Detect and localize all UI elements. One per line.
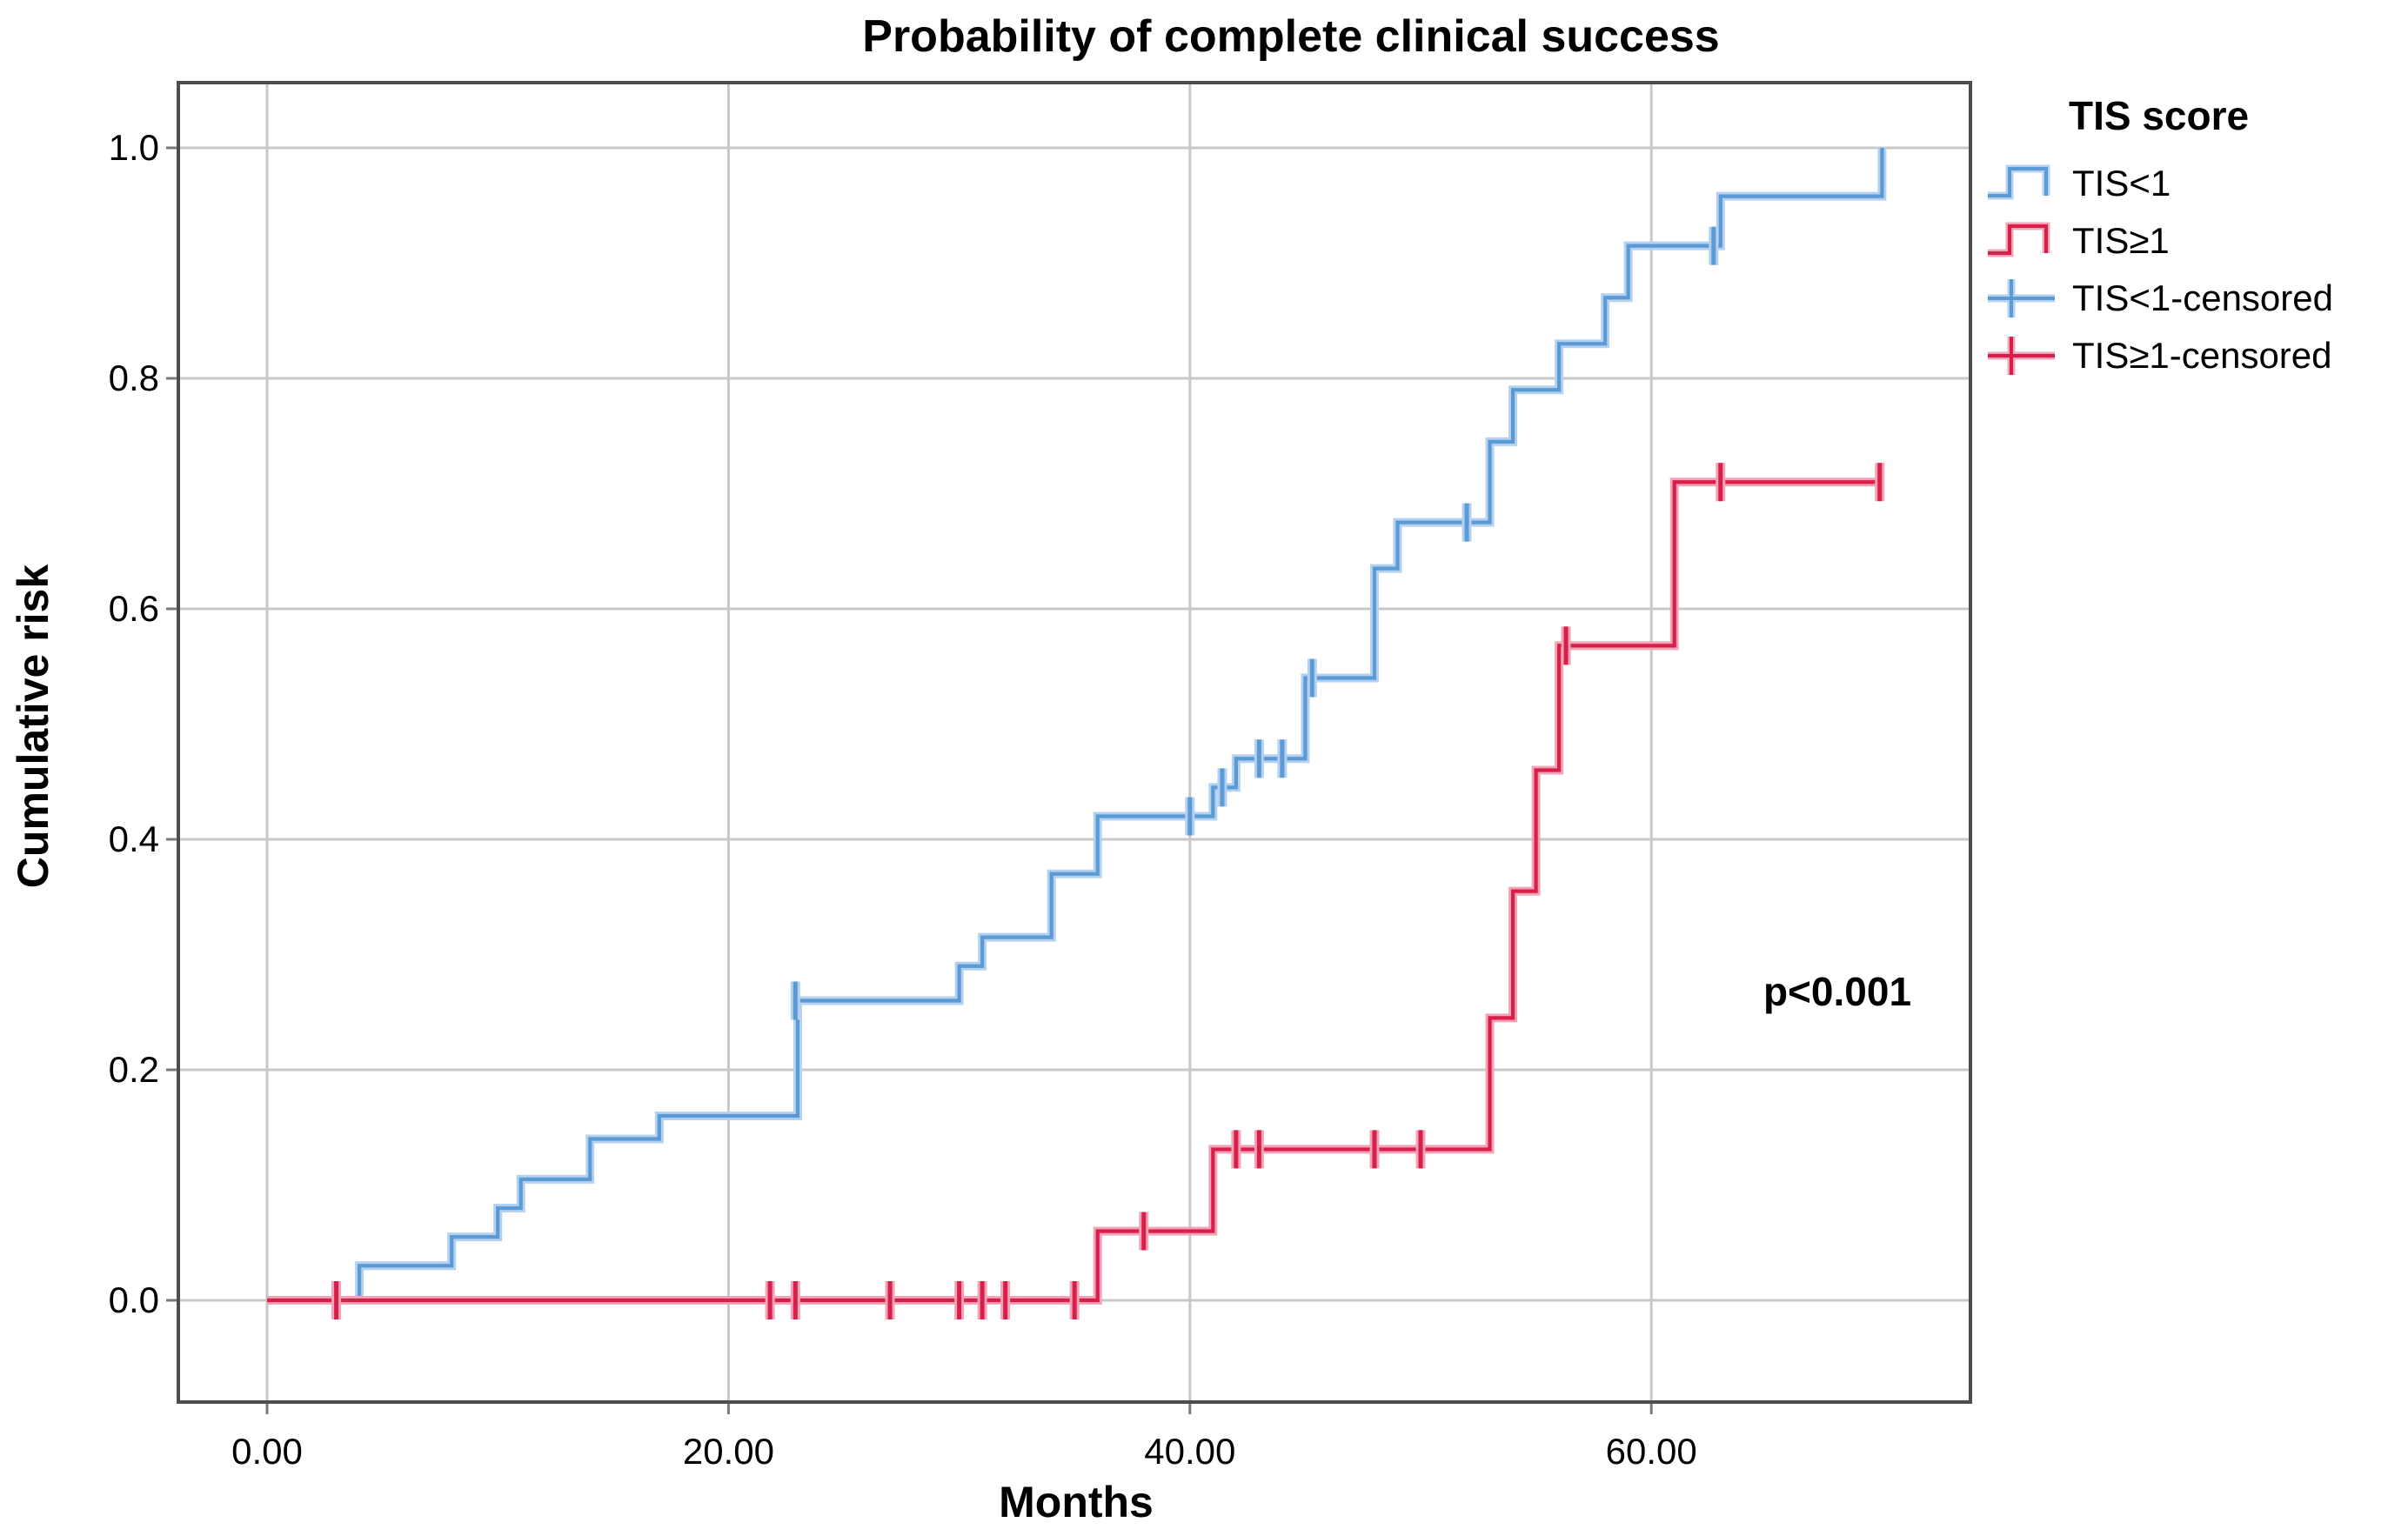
chart-title: Probability of complete clinical success xyxy=(862,11,1720,62)
censored-marker-swatch-blue-icon xyxy=(1988,279,2055,317)
step-line-swatch-blue-icon xyxy=(1988,164,2050,200)
censored-marker-swatch-red-icon xyxy=(1988,337,2055,375)
p-value-annotation: p<0.001 xyxy=(1763,969,1912,1014)
plot-area xyxy=(166,81,1972,1414)
legend: TIS score TIS<1 TIS≥1 TIS<1-censored xyxy=(1985,92,2408,384)
x-tick-label: 20.00 xyxy=(682,1431,774,1472)
series-line-TIS≥1 xyxy=(267,480,1883,1303)
y-tick-label: 0.2 xyxy=(108,1049,159,1090)
plot-frame xyxy=(177,81,1972,1404)
legend-label: TIS≥1-censored xyxy=(2072,335,2332,376)
legend-item-tis-lt1: TIS<1 xyxy=(1985,155,2408,212)
y-tick-label: 0.4 xyxy=(108,818,159,859)
x-axis-label: Months xyxy=(999,1478,1154,1526)
x-tick-label: 40.00 xyxy=(1144,1431,1236,1472)
y-tick-label: 0.8 xyxy=(108,357,159,398)
km-step-chart xyxy=(166,81,1972,1414)
series-line-TIS<1 xyxy=(267,148,1884,1303)
legend-label: TIS<1 xyxy=(2072,163,2171,204)
legend-item-tis-lt1-censored: TIS<1-censored xyxy=(1985,270,2408,327)
y-tick-label: 0.6 xyxy=(108,588,159,629)
legend-title: TIS score xyxy=(2069,93,2250,138)
y-tick-label: 0.0 xyxy=(108,1279,159,1320)
x-tick-label: 0.00 xyxy=(231,1431,303,1472)
step-line-swatch-red-icon xyxy=(1988,222,2050,257)
x-tick-label: 60.00 xyxy=(1605,1431,1697,1472)
legend-label: TIS<1-censored xyxy=(2072,277,2333,318)
legend-label: TIS≥1 xyxy=(2072,220,2170,261)
legend-item-tis-ge1: TIS≥1 xyxy=(1985,212,2408,270)
legend-item-tis-ge1-censored: TIS≥1-censored xyxy=(1985,327,2408,384)
y-tick-labels: 0.0 0.2 0.4 0.6 0.8 1.0 xyxy=(0,0,159,1536)
y-tick-label: 1.0 xyxy=(108,127,159,168)
